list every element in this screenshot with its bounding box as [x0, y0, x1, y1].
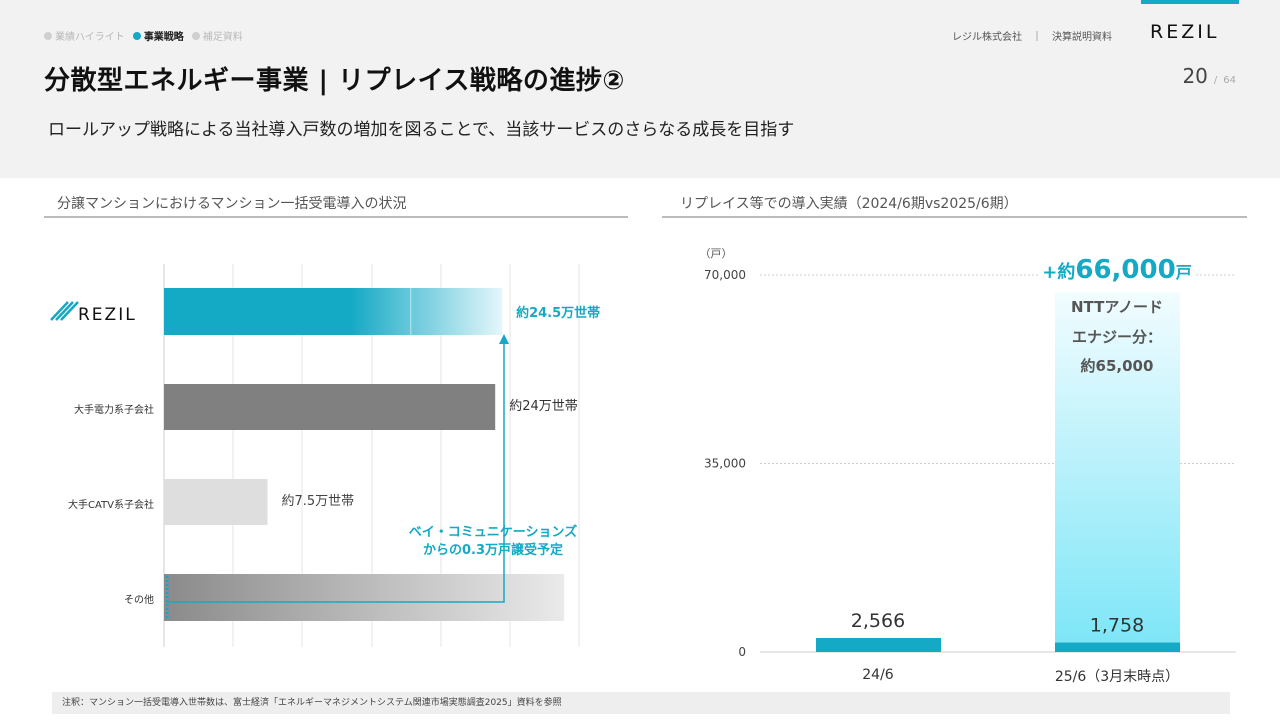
category-label-major-catv: 大手CATV系子会社: [68, 500, 154, 511]
bar-24-6: [816, 638, 941, 652]
svg-text:+約66,000戸: +約66,000戸: [1042, 255, 1191, 285]
y-axis-unit: （戸）: [700, 247, 733, 260]
rezil-mark-icon: [50, 301, 79, 321]
value-label-major-catv: 約7.5万世帯: [282, 494, 355, 509]
left-section-heading: 分譲マンションにおけるマンション一括受電導入の状況: [57, 196, 407, 212]
arrow-head-icon: [499, 334, 509, 344]
right-bar-chart: （戸） 70,000 35,000 0 NTTアノード エナジー分： 約65,0…: [700, 247, 1236, 685]
value-label-24-6: 2,566: [851, 610, 905, 632]
growth-highlight: +約66,000戸: [1040, 255, 1195, 285]
svg-text:REZIL: REZIL: [1150, 21, 1219, 42]
accent-bar: [1141, 0, 1239, 4]
footnote: 注釈：マンション一括受電導入世帯数は、富士経済「エネルギーマネジメントシステム関…: [52, 692, 1230, 714]
rezil-logo: REZIL: [1150, 20, 1240, 46]
page-title: 分散型エネルギー事業 | リプレイス戦略の進捗②: [44, 66, 625, 96]
category-label-others: その他: [124, 595, 154, 606]
company-label: レジル株式会社 ｜ 決算説明資料: [952, 32, 1112, 43]
page-subtitle: ロールアップ戦略による当社導入戸数の増加を図ることで、当該サービスのさらなる成長…: [48, 120, 795, 140]
x-label-25-6: 25/6（3月末時点）: [1055, 669, 1179, 685]
page-number: 20/64: [1182, 64, 1236, 88]
bar-major-catv: [164, 479, 268, 525]
arrow-note-line2: からの0.3万戸譲受予定: [423, 542, 563, 558]
value-label-major-power: 約24万世帯: [509, 399, 578, 414]
left-heading-divider: [44, 216, 628, 218]
left-bar-chart: 約24.5万世帯 約24万世帯 約7.5万世帯 ベイ・コミュニケーションズ から…: [163, 264, 600, 647]
breadcrumb: 業績ハイライト 事業戦略 補足資料: [44, 28, 243, 43]
breadcrumb-item-appendix[interactable]: 補足資料: [191, 28, 243, 43]
bar-rezil: [164, 288, 503, 335]
breadcrumb-item-highlights[interactable]: 業績ハイライト: [44, 28, 125, 43]
svg-text:REZIL: REZIL: [78, 305, 137, 325]
ntt-note-line3: 約65,000: [1081, 357, 1154, 375]
ntt-note-line1: NTTアノード: [1071, 298, 1163, 316]
y-tick-label: 35,000: [704, 457, 746, 471]
y-tick-label: 70,000: [704, 268, 746, 282]
bullet-icon: [132, 31, 141, 40]
bar-others: [164, 574, 565, 621]
y-tick-label: 0: [738, 645, 746, 659]
breadcrumb-item-strategy[interactable]: 事業戦略: [132, 28, 184, 43]
header-area: [0, 0, 1280, 178]
bar-ntt-anode-portion: [1055, 292, 1180, 643]
bar-25-6: [1055, 642, 1180, 652]
bullet-icon: [191, 31, 200, 40]
right-heading-divider: [662, 216, 1247, 218]
arrow-note-line1: ベイ・コミュニケーションズ: [409, 524, 577, 540]
bar-major-power: [164, 384, 496, 430]
ntt-note-line2: エナジー分：: [1072, 328, 1162, 346]
bullet-icon: [44, 31, 52, 40]
value-label-rezil: 約24.5万世帯: [516, 305, 600, 321]
category-label-major-power: 大手電力系子会社: [74, 405, 154, 416]
category-logo-rezil: REZIL: [48, 298, 152, 330]
value-label-25-6: 1,758: [1090, 615, 1144, 637]
right-section-heading: リプレイス等での導入実績（2024/6期vs2025/6期）: [680, 196, 1018, 212]
x-label-24-6: 24/6: [862, 667, 894, 683]
transfer-arrow: [167, 340, 505, 603]
